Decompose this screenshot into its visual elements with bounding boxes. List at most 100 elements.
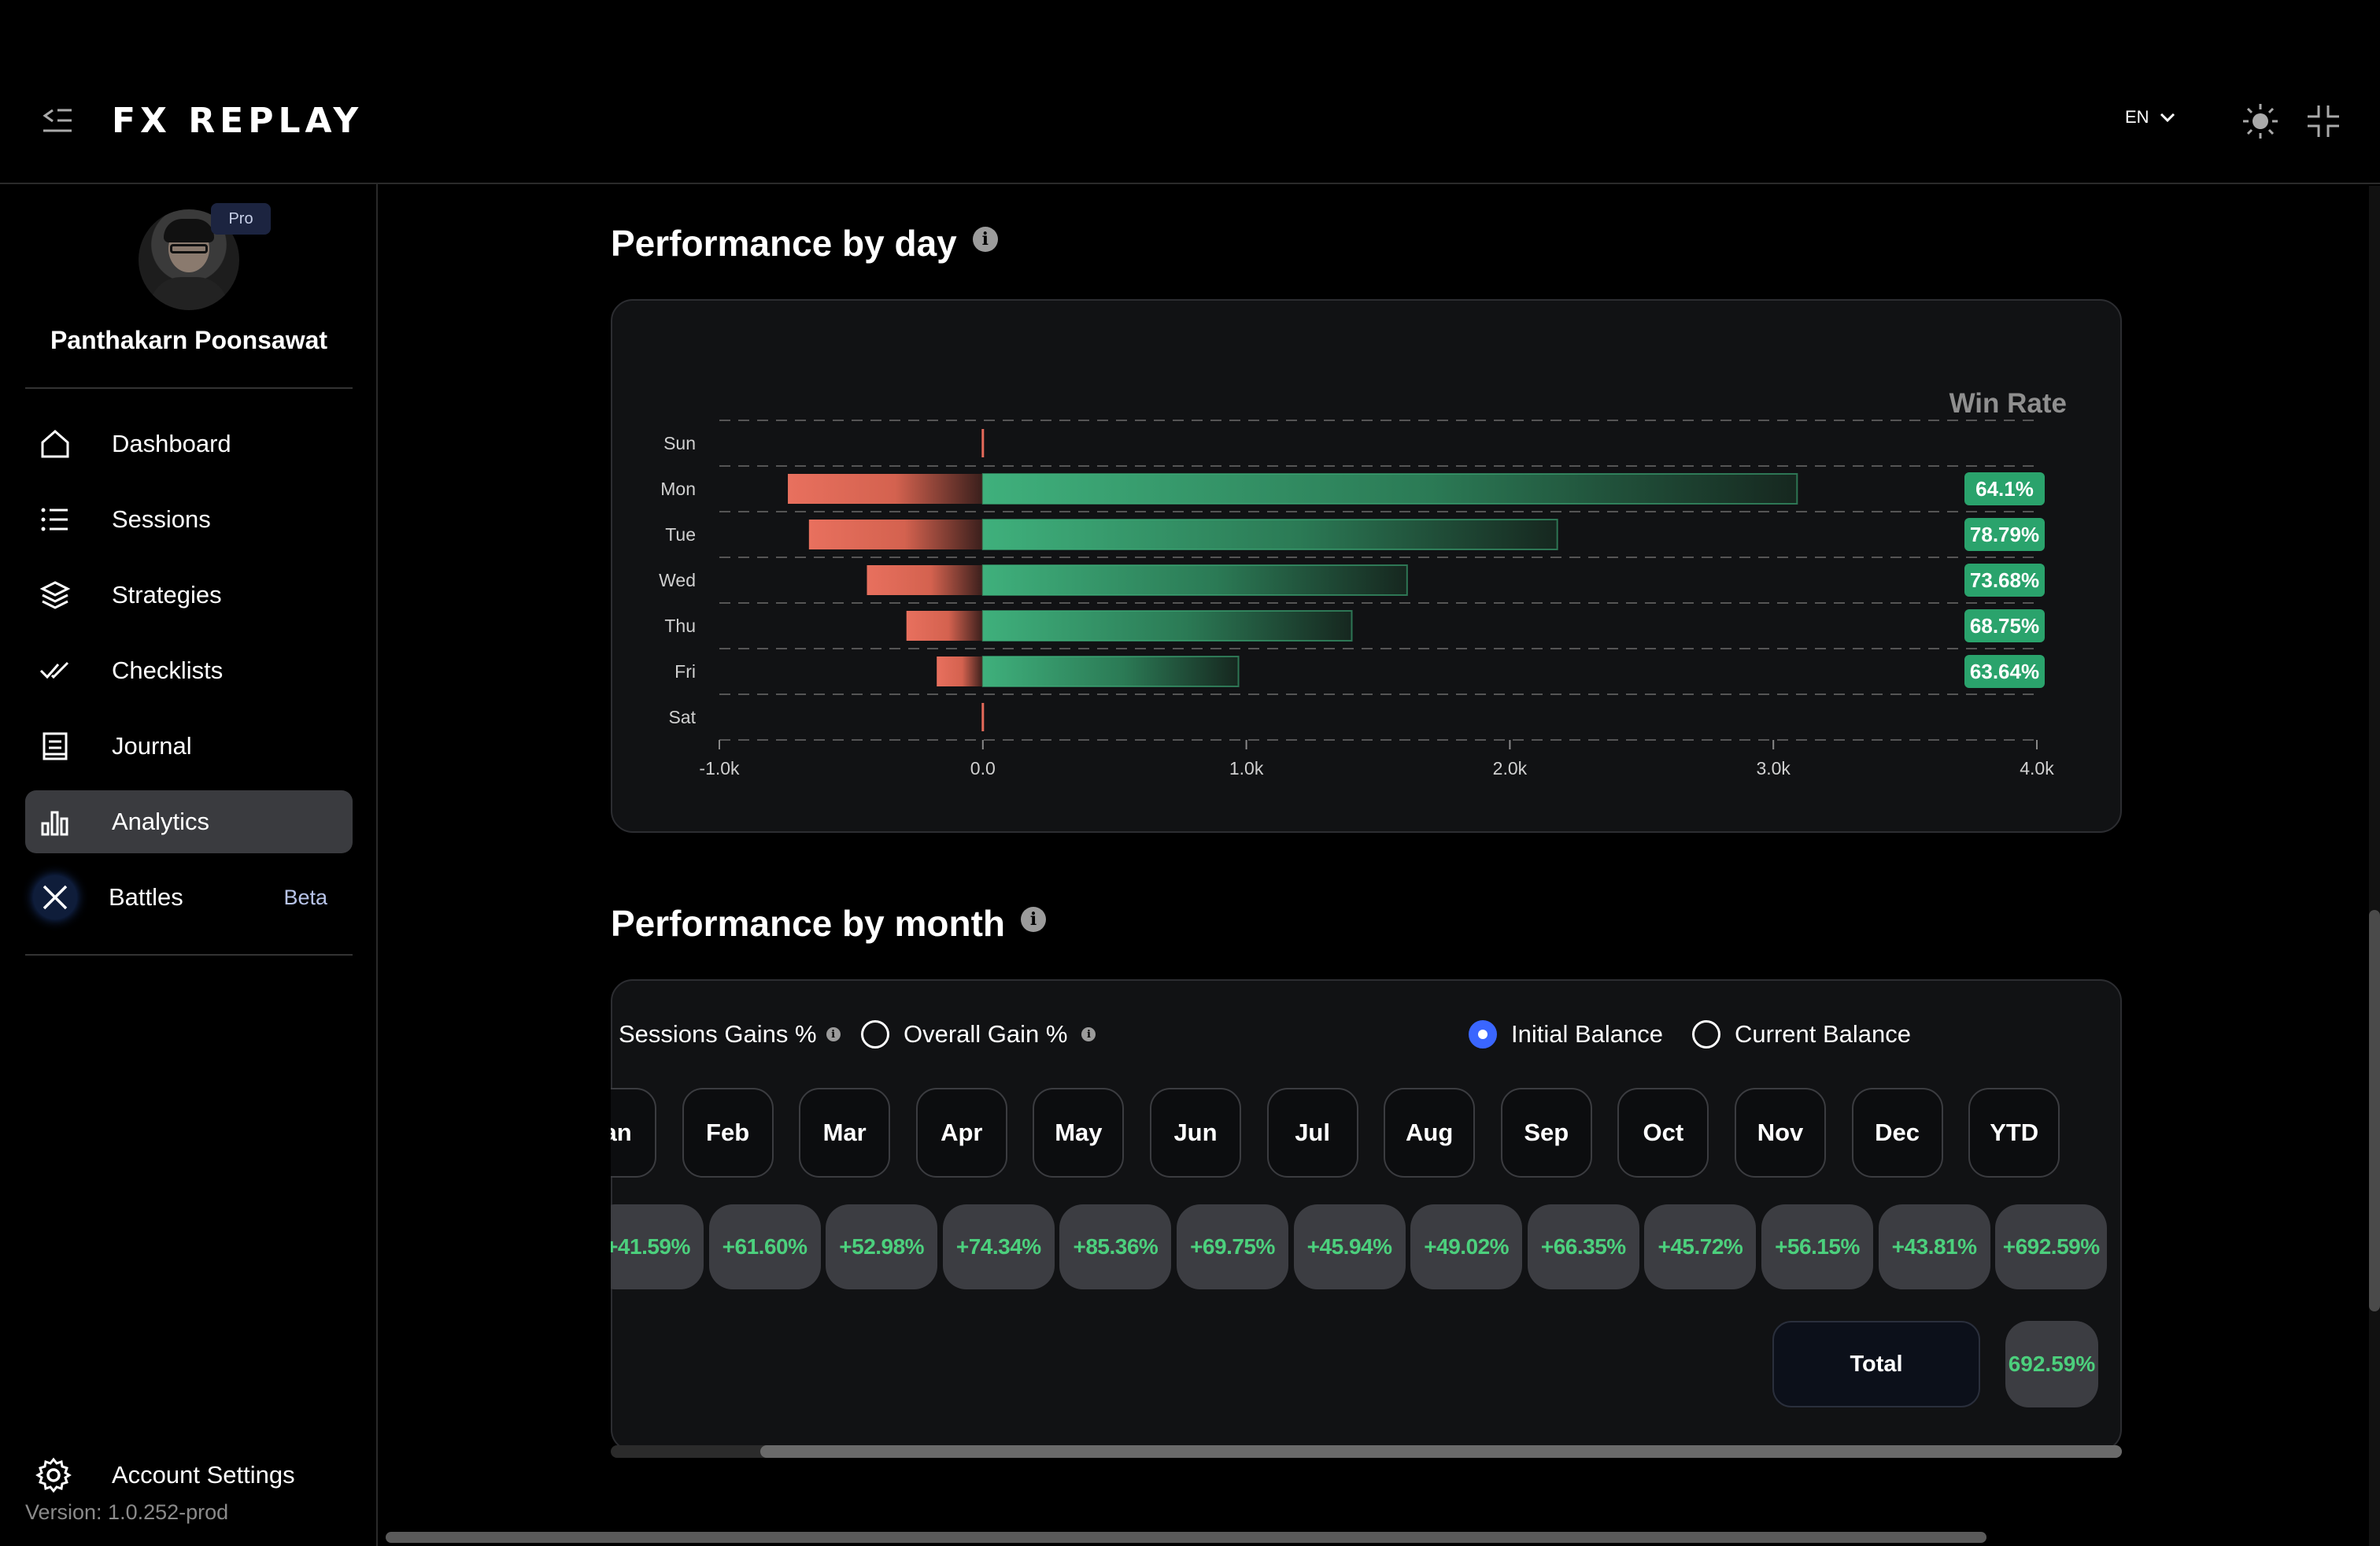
section-title-text: Performance by month (611, 903, 1005, 944)
y-tick-label: Fri (674, 661, 696, 682)
profit-bar[interactable] (981, 519, 1558, 550)
profit-bar[interactable] (981, 656, 1240, 687)
month-tab-jul[interactable]: Jul (1266, 1088, 1358, 1178)
loss-bar[interactable] (937, 656, 983, 686)
month-tab-nov[interactable]: Nov (1735, 1088, 1826, 1178)
overall-gain-option[interactable]: Overall Gain % i (861, 1020, 1096, 1049)
sidebar-item-analytics[interactable]: Analytics (25, 790, 353, 853)
y-tick-label: Mon (660, 479, 696, 499)
app-logo[interactable]: FX REPLAY (112, 101, 364, 141)
win-rate-value: 73.68% (1970, 568, 2039, 592)
info-icon[interactable]: i (972, 227, 998, 252)
loss-bar[interactable] (808, 520, 983, 549)
win-rate-badge-bg (1964, 518, 2045, 551)
x-tick-label: 2.0k (1493, 758, 1528, 779)
sidebar-item-journal[interactable]: Journal (25, 715, 353, 778)
loss-bar[interactable] (788, 474, 983, 504)
sun-icon[interactable] (2241, 102, 2279, 140)
total-label: Total (1772, 1321, 1980, 1407)
initial-balance-option[interactable]: Initial Balance (1469, 1020, 1663, 1049)
win-rate-badge: 73.68% (1964, 564, 2045, 597)
sidebar-item-label: Analytics (112, 808, 210, 835)
sidebar-item-strategies[interactable]: Strategies (25, 564, 353, 627)
bar-chart-icon (36, 803, 74, 841)
win-rate-badge-bg (1964, 609, 2045, 642)
month-tab-may[interactable]: May (1033, 1088, 1125, 1178)
collapse-sidebar-icon[interactable] (39, 102, 76, 139)
account-settings-button[interactable]: Account Settings (35, 1456, 295, 1494)
exit-fullscreen-icon[interactable] (2304, 102, 2342, 140)
x-tick-label: -1.0k (699, 758, 740, 779)
home-icon (36, 425, 74, 463)
month-tab-oct[interactable]: Oct (1617, 1088, 1709, 1178)
double-check-icon (36, 652, 74, 690)
sidebar-item-label: Battles (109, 883, 183, 911)
performance-by-day-card: Win Rate Sun Mon Tue Wed Thu Fri Sat -1.0k 0.0 1… (611, 299, 2122, 833)
sidebar-item-sessions[interactable]: Sessions (25, 488, 353, 551)
win-rate-badge: 68.75% (1964, 609, 2045, 642)
sidebar-item-dashboard[interactable]: Dashboard (25, 412, 353, 475)
month-tab-aug[interactable]: Aug (1384, 1088, 1476, 1178)
month-tab-mar[interactable]: Mar (799, 1088, 891, 1178)
profit-bar[interactable] (981, 610, 1353, 642)
month-tab-jan[interactable]: Jan (611, 1088, 656, 1178)
months-horizontal-scrollbar[interactable] (611, 1445, 2122, 1458)
month-tab-dec[interactable]: Dec (1851, 1088, 1943, 1178)
month-tab-ytd[interactable]: YTD (1968, 1088, 2060, 1178)
month-tab-sep[interactable]: Sep (1500, 1088, 1592, 1178)
win-rate-badge-bg (1964, 655, 2045, 688)
y-tick-label: Tue (665, 524, 696, 545)
performance-by-day-title: Performance by day i (611, 222, 998, 264)
section-title-text: Performance by day (611, 223, 957, 264)
month-tab-apr[interactable]: Apr (915, 1088, 1007, 1178)
sidebar-item-battles[interactable]: Battles Beta (25, 866, 353, 929)
pro-badge: Pro (211, 203, 271, 235)
top-bar: FX REPLAY EN (0, 0, 2380, 184)
total-value: 692.59% (2005, 1321, 2098, 1407)
current-balance-option[interactable]: Current Balance (1692, 1020, 1911, 1049)
win-rate-value: 68.75% (1970, 614, 2039, 638)
info-icon[interactable]: i (1021, 907, 1046, 932)
initial-balance-radio[interactable] (1469, 1020, 1497, 1049)
page-vertical-scrollbar[interactable] (2369, 186, 2380, 1546)
language-label: EN (2125, 107, 2149, 127)
month-tab-jun[interactable]: Jun (1150, 1088, 1241, 1178)
swords-icon (33, 875, 77, 919)
sidebar-item-label: Journal (112, 732, 192, 760)
sidebar-item-checklists[interactable]: Checklists (25, 639, 353, 702)
scrollbar-thumb[interactable] (2369, 910, 2380, 1311)
profit-bar[interactable] (981, 473, 1798, 505)
y-tick-label: Thu (664, 616, 696, 636)
chevron-down-icon (2160, 113, 2175, 123)
x-tick-label: 4.0k (2020, 758, 2054, 779)
month-tab-feb[interactable]: Feb (682, 1088, 774, 1178)
list-icon (36, 501, 74, 538)
info-icon[interactable]: i (826, 1027, 841, 1041)
profit-bar[interactable] (981, 564, 1408, 596)
overall-gain-radio[interactable] (861, 1020, 889, 1049)
win-rate-value: 64.1% (1975, 477, 2034, 501)
layers-icon (36, 576, 74, 614)
language-selector[interactable]: EN (2125, 107, 2176, 128)
sessions-gains-option[interactable]: Sessions Gains % i (619, 1020, 841, 1049)
account-settings-label: Account Settings (112, 1461, 295, 1489)
current-balance-label: Current Balance (1735, 1020, 1912, 1048)
scrollbar-thumb[interactable] (760, 1445, 2122, 1458)
sidebar (0, 184, 378, 1546)
win-rate-value: 63.64% (1970, 660, 2039, 683)
win-rate-label: Win Rate (1949, 388, 2067, 419)
current-balance-radio[interactable] (1692, 1020, 1720, 1049)
y-tick-label: Wed (659, 570, 696, 590)
sidebar-divider (25, 954, 353, 956)
loss-bar[interactable] (867, 565, 983, 595)
gear-icon (35, 1456, 72, 1494)
x-tick-label: 1.0k (1229, 758, 1264, 779)
y-tick-label: Sat (668, 707, 696, 727)
version-label: Version: 1.0.252-prod (25, 1500, 229, 1524)
page-horizontal-scrollbar[interactable] (386, 1532, 1986, 1543)
loss-bar[interactable] (906, 611, 983, 641)
overall-gain-label: Overall Gain % (904, 1020, 1068, 1048)
journal-icon (36, 727, 74, 765)
performance-by-day-chart: Win Rate Sun Mon Tue Wed Thu Fri Sat -1.0k 0.0 1… (659, 388, 2067, 779)
info-icon[interactable]: i (1081, 1027, 1096, 1041)
